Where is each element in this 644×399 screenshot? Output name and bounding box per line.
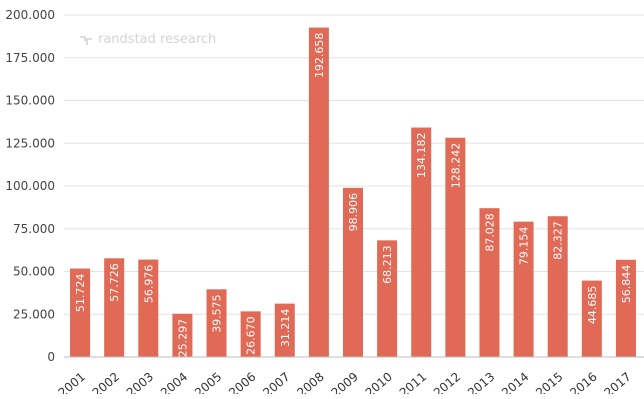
bar (104, 258, 125, 357)
data-label: 57.726 (108, 263, 121, 302)
bar (615, 259, 636, 357)
bars (70, 27, 636, 358)
randstad-logo-icon (80, 36, 92, 45)
x-tick-label: 2008 (294, 370, 326, 394)
data-label: 79.154 (518, 227, 531, 266)
x-tick-label: 2003 (124, 370, 156, 394)
bar (343, 187, 363, 357)
x-tick-label: 2004 (158, 370, 190, 394)
data-label: 68.213 (381, 245, 394, 284)
x-tick-label: 2009 (329, 370, 361, 394)
x-tick-label: 2015 (533, 370, 565, 394)
y-tick-label: 0 (47, 350, 55, 364)
y-tick-label: 150.000 (5, 94, 55, 108)
x-tick-label: 2001 (56, 370, 88, 394)
watermark: randstad research (80, 32, 216, 47)
bar (172, 313, 193, 357)
x-tick-label: 2014 (499, 370, 531, 394)
bar (547, 216, 568, 357)
bar (377, 240, 398, 357)
bar (70, 268, 91, 357)
data-label: 56.844 (620, 265, 633, 304)
data-label: 39.575 (211, 294, 224, 333)
y-axis-ticks: 0 25.000 50.000 75.000 100.000 125.000 150.000… (5, 8, 55, 364)
bar (274, 303, 295, 357)
data-label: 192.658 (313, 33, 326, 79)
data-label: 44.685 (586, 286, 599, 325)
bar (581, 280, 602, 357)
x-tick-label: 2012 (431, 370, 463, 394)
data-label: 25.297 (176, 319, 189, 358)
x-tick-label: 2006 (226, 370, 258, 394)
bar (445, 137, 466, 357)
y-tick-label: 75.000 (13, 222, 55, 236)
bar (513, 221, 534, 357)
data-label: 134.182 (415, 133, 428, 179)
x-tick-label: 2016 (567, 370, 599, 394)
y-tick-label: 175.000 (5, 51, 55, 65)
data-label: 31.214 (279, 309, 292, 348)
bar (308, 27, 329, 358)
data-label: 87.028 (483, 213, 496, 252)
y-tick-label: 125.000 (5, 136, 55, 150)
y-tick-label: 200.000 (5, 8, 55, 22)
x-tick-label: 2017 (601, 370, 633, 394)
bar (138, 259, 159, 357)
y-tick-label: 50.000 (13, 265, 55, 279)
data-label: 26.670 (245, 316, 258, 355)
bar (240, 311, 261, 357)
data-label: 98.906 (347, 193, 360, 232)
bar (206, 289, 227, 357)
x-tick-label: 2011 (397, 370, 429, 394)
x-tick-label: 2010 (363, 370, 395, 394)
watermark-text: randstad research (98, 32, 216, 47)
y-tick-label: 100.000 (5, 179, 55, 193)
bar (479, 208, 500, 357)
data-label: 82.327 (552, 221, 565, 260)
x-axis-ticks: 2001 2002 2003 2004 2005 2006 2007 2008 2009 2010… (56, 370, 634, 399)
x-tick-label: 2005 (192, 370, 224, 394)
y-tick-label: 25.000 (13, 307, 55, 321)
data-label: 56.976 (142, 265, 155, 304)
data-label: 51.724 (74, 274, 87, 313)
data-labels: 51.724 57.726 56.976 25.297 39.575 26.670 31.2… (74, 33, 633, 358)
x-tick-label: 2002 (90, 370, 122, 394)
x-tick-label: 2013 (465, 370, 497, 394)
data-label: 128.242 (449, 143, 462, 189)
bar (411, 127, 432, 357)
x-tick-label: 2007 (260, 370, 292, 394)
